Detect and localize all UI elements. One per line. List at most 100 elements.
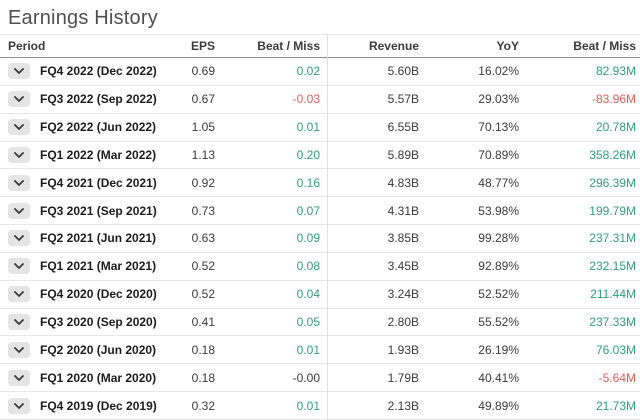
revenue-value: 2.13B (387, 398, 419, 413)
chevron-down-icon (14, 291, 24, 298)
chevron-down-icon (14, 235, 24, 242)
table-row: FQ4 2019 (Dec 2019) 0.32 0.01 2.13B 49.8… (0, 392, 640, 420)
yoy-value: 99.28% (478, 231, 519, 246)
table-row: FQ1 2020 (Mar 2020) 0.18 -0.00 1.79B 40.… (0, 364, 640, 393)
period-cell: FQ1 2022 (Mar 2022) (8, 146, 170, 163)
column-header-eps: EPS (190, 39, 215, 53)
row-expander-button[interactable] (8, 258, 30, 275)
period-cell: FQ2 2022 (Jun 2022) (8, 119, 170, 136)
period-label: FQ2 2020 (Jun 2020) (40, 342, 157, 357)
yoy-value: 16.02% (478, 64, 519, 79)
revenue-value: 5.57B (387, 92, 419, 107)
period-label: FQ3 2022 (Sep 2022) (40, 92, 157, 107)
chevron-down-icon (14, 207, 24, 214)
period-cell: FQ3 2020 (Sep 2020) (8, 314, 170, 331)
eps-value: 1.13 (191, 147, 215, 162)
chevron-down-icon (14, 179, 24, 186)
row-expander-button[interactable] (8, 286, 30, 303)
eps-value: 0.32 (191, 398, 215, 413)
revenue-value: 5.60B (387, 64, 419, 79)
eps-beat-miss-value: 0.20 (296, 147, 320, 162)
table-row: FQ1 2022 (Mar 2022) 1.13 0.20 5.89B 70.8… (0, 142, 640, 170)
eps-value: 0.52 (191, 259, 215, 274)
row-expander-button[interactable] (8, 119, 30, 136)
row-expander-button[interactable] (8, 314, 30, 331)
table-row: FQ4 2022 (Dec 2022) 0.69 0.02 5.60B 16.0… (0, 58, 640, 86)
period-label: FQ4 2019 (Dec 2019) (40, 398, 157, 413)
row-expander-button[interactable] (8, 369, 30, 386)
row-expander-button[interactable] (8, 397, 30, 414)
yoy-value: 52.52% (478, 287, 519, 302)
period-cell: FQ4 2020 (Dec 2020) (8, 286, 170, 303)
revenue-value: 1.79B (387, 370, 419, 385)
table-row: FQ3 2020 (Sep 2020) 0.41 0.05 2.80B 55.5… (0, 309, 640, 337)
period-cell: FQ1 2020 (Mar 2020) (8, 369, 170, 386)
row-expander-button[interactable] (8, 63, 30, 80)
table-row: FQ2 2022 (Jun 2022) 1.05 0.01 6.55B 70.1… (0, 114, 640, 142)
row-expander-button[interactable] (8, 174, 30, 191)
yoy-value: 92.89% (478, 259, 519, 274)
period-cell: FQ2 2021 (Jun 2021) (8, 230, 170, 247)
eps-beat-miss-value: 0.08 (296, 259, 320, 274)
table-row: FQ4 2021 (Dec 2021) 0.92 0.16 4.83B 48.7… (0, 169, 640, 198)
eps-value: 0.63 (191, 231, 215, 246)
row-expander-button[interactable] (8, 230, 30, 247)
chevron-down-icon (14, 263, 24, 270)
eps-beat-miss-value: -0.00 (292, 370, 320, 385)
period-label: FQ4 2020 (Dec 2020) (40, 287, 157, 302)
row-expander-button[interactable] (8, 202, 30, 219)
eps-beat-miss-value: 0.01 (296, 120, 320, 135)
revenue-beat-miss-value: 199.79M (589, 203, 636, 218)
yoy-value: 48.77% (478, 175, 519, 190)
table-row: FQ3 2022 (Sep 2022) 0.67 -0.03 5.57B 29.… (0, 86, 640, 114)
revenue-value: 4.83B (387, 175, 419, 190)
chevron-down-icon (14, 68, 24, 75)
revenue-value: 1.93B (387, 342, 419, 357)
period-cell: FQ3 2021 (Sep 2021) (8, 202, 170, 219)
column-header-period: Period (8, 39, 46, 53)
table-row: FQ1 2021 (Mar 2021) 0.52 0.08 3.45B 92.8… (0, 253, 640, 281)
revenue-beat-miss-value: 237.33M (589, 315, 636, 330)
table-header-row: Period EPS Beat / Miss Revenue YoY Beat … (0, 34, 640, 58)
period-label: FQ3 2020 (Sep 2020) (40, 315, 157, 330)
yoy-value: 55.52% (478, 315, 519, 330)
revenue-value: 3.45B (387, 259, 419, 274)
revenue-beat-miss-value: 20.78M (595, 120, 636, 135)
revenue-beat-miss-value: -5.64M (598, 370, 636, 385)
period-cell: FQ3 2022 (Sep 2022) (8, 91, 170, 108)
revenue-value: 2.80B (387, 315, 419, 330)
yoy-value: 70.13% (478, 120, 519, 135)
table-row: FQ2 2020 (Jun 2020) 0.18 0.01 1.93B 26.1… (0, 336, 640, 365)
page-title: Earnings History (8, 7, 158, 29)
period-cell: FQ4 2019 (Dec 2019) (8, 397, 170, 414)
period-label: FQ2 2022 (Jun 2022) (40, 120, 157, 135)
table-row: FQ4 2020 (Dec 2020) 0.52 0.04 3.24B 52.5… (0, 281, 640, 309)
period-label: FQ4 2022 (Dec 2022) (40, 64, 157, 79)
row-expander-button[interactable] (8, 91, 30, 108)
eps-value: 0.52 (191, 287, 215, 302)
period-cell: FQ4 2021 (Dec 2021) (8, 174, 170, 191)
row-expander-button[interactable] (8, 146, 30, 163)
yoy-value: 26.19% (478, 342, 519, 357)
table-row: FQ3 2021 (Sep 2021) 0.73 0.07 4.31B 53.9… (0, 197, 640, 226)
eps-beat-miss-value: 0.09 (296, 231, 320, 246)
revenue-beat-miss-value: 296.39M (589, 175, 636, 190)
revenue-beat-miss-value: -83.96M (591, 92, 636, 107)
chevron-down-icon (14, 152, 24, 158)
chevron-down-icon (14, 96, 24, 103)
revenue-value: 4.31B (387, 203, 419, 218)
revenue-beat-miss-value: 82.93M (595, 64, 636, 79)
chevron-down-icon (14, 346, 24, 353)
period-label: FQ4 2021 (Dec 2021) (40, 175, 157, 190)
table-row: FQ2 2021 (Jun 2021) 0.63 0.09 3.85B 99.2… (0, 225, 640, 253)
period-label: FQ2 2021 (Jun 2021) (40, 231, 157, 246)
period-cell: FQ1 2021 (Mar 2021) (8, 258, 170, 275)
row-expander-button[interactable] (8, 341, 30, 358)
period-cell: FQ2 2020 (Jun 2020) (8, 341, 170, 358)
eps-beat-miss-value: 0.01 (296, 342, 320, 357)
yoy-value: 53.98% (478, 203, 519, 218)
eps-beat-miss-value: 0.04 (296, 287, 320, 302)
column-header-yoy: YoY (496, 39, 519, 53)
chevron-down-icon (14, 402, 24, 409)
eps-beat-miss-value: 0.02 (296, 64, 320, 79)
